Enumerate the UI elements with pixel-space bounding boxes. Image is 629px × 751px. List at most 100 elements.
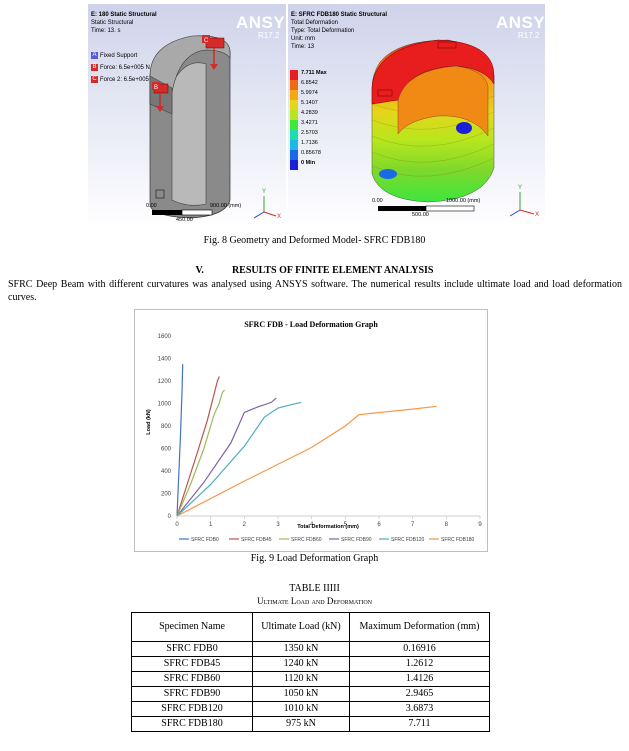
legend-label: SFRC FDB180 xyxy=(441,537,475,543)
panel-line: Time: 13 xyxy=(291,44,315,50)
bc-letter-box: C xyxy=(91,76,98,83)
table-title: TABLE IIIII xyxy=(289,583,340,594)
legend-swatch xyxy=(290,70,298,80)
bc-force-1: B Force: 6.5e+005 N xyxy=(91,64,150,72)
scale-start: 0.00 xyxy=(372,198,383,204)
legend-swatch xyxy=(290,150,298,160)
cell-deformation: 3.6873 xyxy=(349,701,490,717)
scale-end: 900.00 (mm) xyxy=(210,203,242,209)
y-tick-label: 1200 xyxy=(158,379,172,385)
series-line-sfrc-fdb90 xyxy=(176,397,277,517)
legend-label: SFRC FDB0 xyxy=(191,537,219,543)
cell-specimen: SFRC FDB120 xyxy=(131,701,253,717)
x-tick-label: 7 xyxy=(411,522,415,528)
cell-load: 1010 kN xyxy=(252,701,350,717)
x-tick-label: 6 xyxy=(377,522,381,528)
figure-8-caption: Fig. 8 Geometry and Deformed Model- SFRC… xyxy=(203,235,426,246)
chart-series xyxy=(176,364,437,517)
legend-label: 2.5703 xyxy=(301,130,318,136)
cell-load: 1350 kN xyxy=(252,641,350,657)
cell-deformation: 7.711 xyxy=(349,716,490,732)
y-tick-label: 800 xyxy=(161,424,172,430)
ansys-version: R17.2 xyxy=(258,31,280,40)
legend-label: 3.4271 xyxy=(301,120,318,126)
bc-letter-box: A xyxy=(91,52,98,59)
cell-deformation: 0.16916 xyxy=(349,641,490,657)
chart-axes: 0 200 400 600 800 1000 1200 1400 1600 0 1 2 3 4 5 6 7 8 9 xyxy=(158,334,483,528)
series-line-sfrc-fdb60 xyxy=(176,389,225,517)
legend-label: SFRC FDB90 xyxy=(341,537,372,543)
y-tick-label: 1600 xyxy=(158,334,172,340)
results-table: Specimen Name Ultimate Load (kN) Maximum… xyxy=(131,612,490,732)
y-tick-label: 0 xyxy=(168,514,172,520)
table-row: SFRC FDB0 1350 kN 0.16916 xyxy=(131,641,490,657)
series-line-sfrc-fdb0 xyxy=(176,364,184,517)
cell-specimen: SFRC FDB180 xyxy=(131,716,253,732)
panel-time: Time: 13. s xyxy=(91,28,121,34)
x-tick-label: 1 xyxy=(209,522,213,528)
deformation-legend: 7.711 Max 6.8542 5.9974 5.1407 4.2839 3.… xyxy=(288,70,358,180)
y-tick-label: 400 xyxy=(161,469,172,475)
x-tick-label: 5 xyxy=(344,522,348,528)
deformation-model-panel: E: SFRC FDB180 Static Structural Total D… xyxy=(288,4,545,228)
bc-label: Fixed Support xyxy=(100,53,138,60)
x-tick-label: 2 xyxy=(243,522,247,528)
y-tick-label: 1000 xyxy=(158,402,172,408)
svg-text:Y: Y xyxy=(262,189,266,195)
bc-letter-box: B xyxy=(91,64,98,71)
scale-mid: 500.00 xyxy=(412,212,429,218)
panel-line: Type: Total Deformation xyxy=(291,28,355,34)
cell-deformation: 1.2612 xyxy=(349,656,490,672)
chart-legend: SFRC FDB0 SFRC FDB45 SFRC FDB60 SFRC FDB90 S… xyxy=(179,537,475,543)
ansys-logo: ANSYS xyxy=(496,13,545,32)
table-row: SFRC FDB180 975 kN 7.711 xyxy=(131,716,490,732)
panel-title: E: SFRC FDB180 Static Structural xyxy=(291,12,388,18)
legend-label: 0 Min xyxy=(301,160,316,166)
bc-force-2: C Force 2: 6.5e+005 N xyxy=(91,76,155,84)
header-max-deformation: Maximum Deformation (mm) xyxy=(349,612,490,642)
cell-deformation: 1.4126 xyxy=(349,671,490,687)
legend-swatch xyxy=(290,110,298,120)
section-body-text: SFRC Deep Beam with different curvatures… xyxy=(8,279,622,303)
cell-specimen: SFRC FDB45 xyxy=(131,656,253,672)
legend-label: 6.8542 xyxy=(301,80,318,86)
legend-label: SFRC FDB60 xyxy=(291,537,322,543)
section-number: V. xyxy=(195,265,204,276)
y-tick-label: 600 xyxy=(161,447,172,453)
svg-text:B: B xyxy=(154,85,158,91)
svg-text:C: C xyxy=(204,38,209,44)
bc-fixed-support: A Fixed Support xyxy=(91,52,137,60)
header-ultimate-load: Ultimate Load (kN) xyxy=(252,612,350,642)
legend-swatch xyxy=(290,160,298,170)
legend-swatch xyxy=(290,120,298,130)
series-line-sfrc-fdb120 xyxy=(176,401,302,517)
table-header-row: Specimen Name Ultimate Load (kN) Maximum… xyxy=(131,612,490,642)
cell-load: 1240 kN xyxy=(252,656,350,672)
scale-start: 0.00 xyxy=(146,203,157,209)
cell-specimen: SFRC FDB60 xyxy=(131,671,253,687)
geometry-model-panel: E: 180 Static Structural Static Structur… xyxy=(88,4,286,228)
section-heading: V. RESULTS OF FINITE ELEMENT ANALYSIS xyxy=(0,265,629,276)
table-row: SFRC FDB45 1240 kN 1.2612 xyxy=(131,656,490,672)
y-axis-label: Load (kN) xyxy=(146,409,152,435)
x-tick-label: 9 xyxy=(478,522,482,528)
x-tick-label: 3 xyxy=(276,522,280,528)
svg-text:X: X xyxy=(277,214,281,220)
legend-swatch xyxy=(290,80,298,90)
panel-line: Total Deformation xyxy=(291,20,339,26)
x-tick-label: 4 xyxy=(310,522,314,528)
legend-label: 1.7136 xyxy=(301,140,318,146)
legend-label: 5.1407 xyxy=(301,100,318,106)
chart-title: SFRC FDB - Load Deformation Graph xyxy=(244,320,378,329)
legend-label: 4.2839 xyxy=(301,110,318,116)
ansys-version: R17.2 xyxy=(518,31,540,40)
y-tick-label: 200 xyxy=(161,492,172,498)
cell-specimen: SFRC FDB0 xyxy=(131,641,253,657)
cell-specimen: SFRC FDB90 xyxy=(131,686,253,702)
legend-swatch xyxy=(290,90,298,100)
svg-text:X: X xyxy=(535,212,539,218)
panel-title: E: 180 Static Structural xyxy=(91,12,157,18)
panel-line: Unit: mm xyxy=(291,36,315,42)
header-specimen: Specimen Name xyxy=(131,612,253,642)
table-row: SFRC FDB60 1120 kN 1.4126 xyxy=(131,671,490,687)
